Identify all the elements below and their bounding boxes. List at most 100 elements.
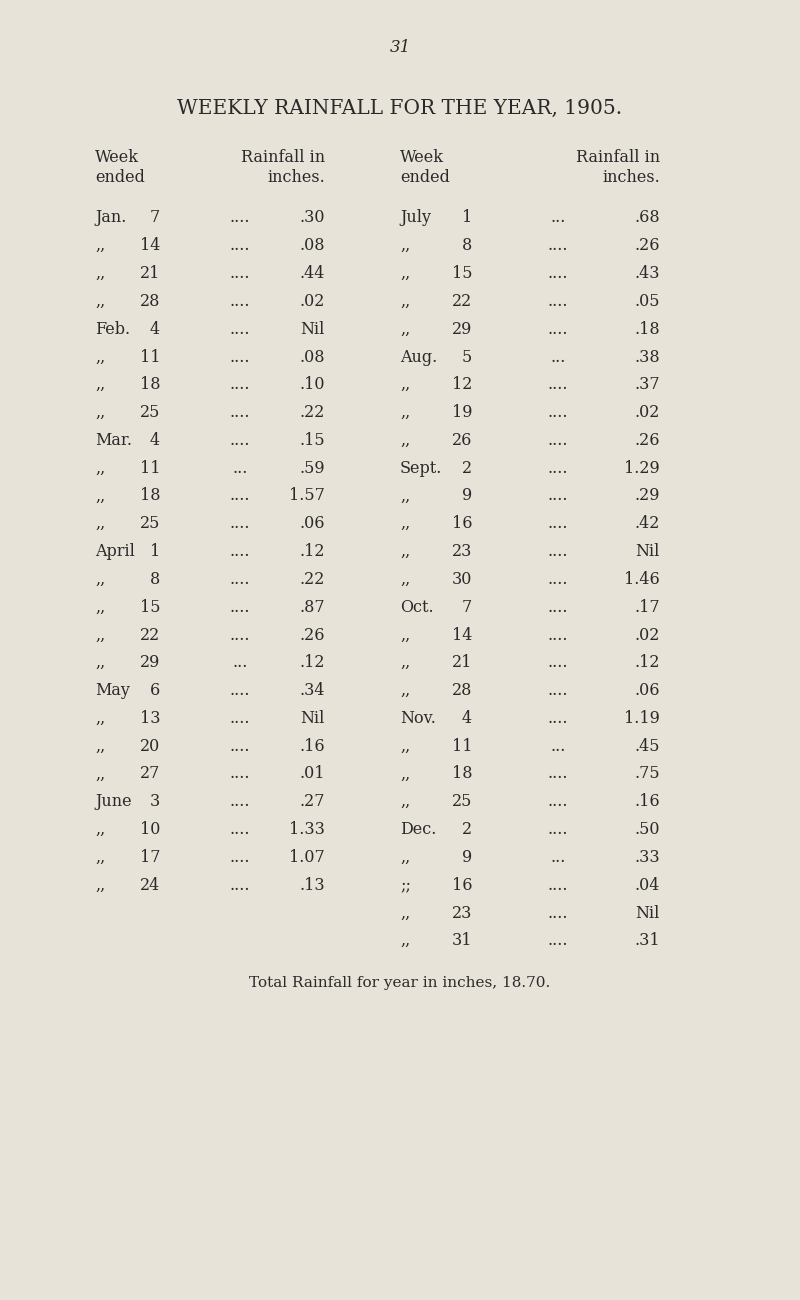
Text: ....: .... [230,876,250,893]
Text: ....: .... [230,710,250,727]
Text: Nil: Nil [301,710,325,727]
Text: 11: 11 [139,460,160,477]
Text: ....: .... [230,571,250,588]
Text: 18: 18 [139,376,160,394]
Text: .15: .15 [299,432,325,448]
Text: ,,: ,, [95,627,106,644]
Text: 15: 15 [139,599,160,616]
Text: ,,: ,, [95,292,106,309]
Text: Nil: Nil [301,321,325,338]
Text: 7: 7 [150,209,160,226]
Text: ....: .... [548,710,568,727]
Text: 1.07: 1.07 [290,849,325,866]
Text: ....: .... [230,737,250,755]
Text: 1: 1 [462,209,472,226]
Text: .16: .16 [634,793,660,810]
Text: 25: 25 [452,793,472,810]
Text: 30: 30 [452,571,472,588]
Text: .01: .01 [299,766,325,783]
Text: ....: .... [548,932,568,949]
Text: .42: .42 [634,515,660,532]
Text: 12: 12 [452,376,472,394]
Text: 13: 13 [139,710,160,727]
Text: .12: .12 [299,654,325,671]
Text: ....: .... [230,265,250,282]
Text: 16: 16 [451,876,472,893]
Text: ....: .... [230,488,250,504]
Text: ....: .... [548,321,568,338]
Text: ,,: ,, [95,737,106,755]
Text: 18: 18 [451,766,472,783]
Text: ,,: ,, [400,737,410,755]
Text: .50: .50 [634,822,660,838]
Text: ....: .... [548,876,568,893]
Text: ....: .... [548,599,568,616]
Text: 18: 18 [139,488,160,504]
Text: Rainfall in: Rainfall in [241,150,325,166]
Text: 29: 29 [452,321,472,338]
Text: Total Rainfall for year in inches, 18.70.: Total Rainfall for year in inches, 18.70… [250,975,550,989]
Text: ,,: ,, [400,849,410,866]
Text: ...: ... [550,737,566,755]
Text: ....: .... [230,766,250,783]
Text: 14: 14 [452,627,472,644]
Text: .75: .75 [634,766,660,783]
Text: ,,: ,, [95,265,106,282]
Text: 29: 29 [140,654,160,671]
Text: 4: 4 [150,432,160,448]
Text: 26: 26 [452,432,472,448]
Text: ....: .... [230,515,250,532]
Text: 1.19: 1.19 [624,710,660,727]
Text: ...: ... [550,209,566,226]
Text: .37: .37 [634,376,660,394]
Text: ,,: ,, [95,376,106,394]
Text: Rainfall in: Rainfall in [576,150,660,166]
Text: .18: .18 [634,321,660,338]
Text: 5: 5 [462,348,472,365]
Text: .44: .44 [300,265,325,282]
Text: ....: .... [230,793,250,810]
Text: ....: .... [548,515,568,532]
Text: Week: Week [95,150,139,166]
Text: ....: .... [548,238,568,255]
Text: 1.46: 1.46 [624,571,660,588]
Text: ,,: ,, [95,460,106,477]
Text: ,,: ,, [95,599,106,616]
Text: .06: .06 [634,682,660,699]
Text: Dec.: Dec. [400,822,436,838]
Text: ,,: ,, [400,571,410,588]
Text: 20: 20 [140,737,160,755]
Text: ,,: ,, [95,822,106,838]
Text: ....: .... [230,376,250,394]
Text: .05: .05 [634,292,660,309]
Text: ,,: ,, [400,905,410,922]
Text: ,,: ,, [400,488,410,504]
Text: 1.57: 1.57 [289,488,325,504]
Text: 10: 10 [140,822,160,838]
Text: 31: 31 [390,39,410,56]
Text: ,,: ,, [95,348,106,365]
Text: 22: 22 [452,292,472,309]
Text: ....: .... [230,292,250,309]
Text: .27: .27 [299,793,325,810]
Text: WEEKLY RAINFALL FOR THE YEAR, 1905.: WEEKLY RAINFALL FOR THE YEAR, 1905. [178,99,622,117]
Text: 1.33: 1.33 [289,822,325,838]
Text: ....: .... [548,376,568,394]
Text: July: July [400,209,431,226]
Text: .87: .87 [299,599,325,616]
Text: .12: .12 [299,543,325,560]
Text: 23: 23 [452,905,472,922]
Text: .22: .22 [300,571,325,588]
Text: inches.: inches. [602,169,660,186]
Text: ,,: ,, [95,404,106,421]
Text: Nov.: Nov. [400,710,436,727]
Text: .26: .26 [634,238,660,255]
Text: ...: ... [550,849,566,866]
Text: ....: .... [230,627,250,644]
Text: 6: 6 [150,682,160,699]
Text: 7: 7 [462,599,472,616]
Text: ....: .... [548,404,568,421]
Text: 31: 31 [451,932,472,949]
Text: Aug.: Aug. [400,348,438,365]
Text: ,,: ,, [95,876,106,893]
